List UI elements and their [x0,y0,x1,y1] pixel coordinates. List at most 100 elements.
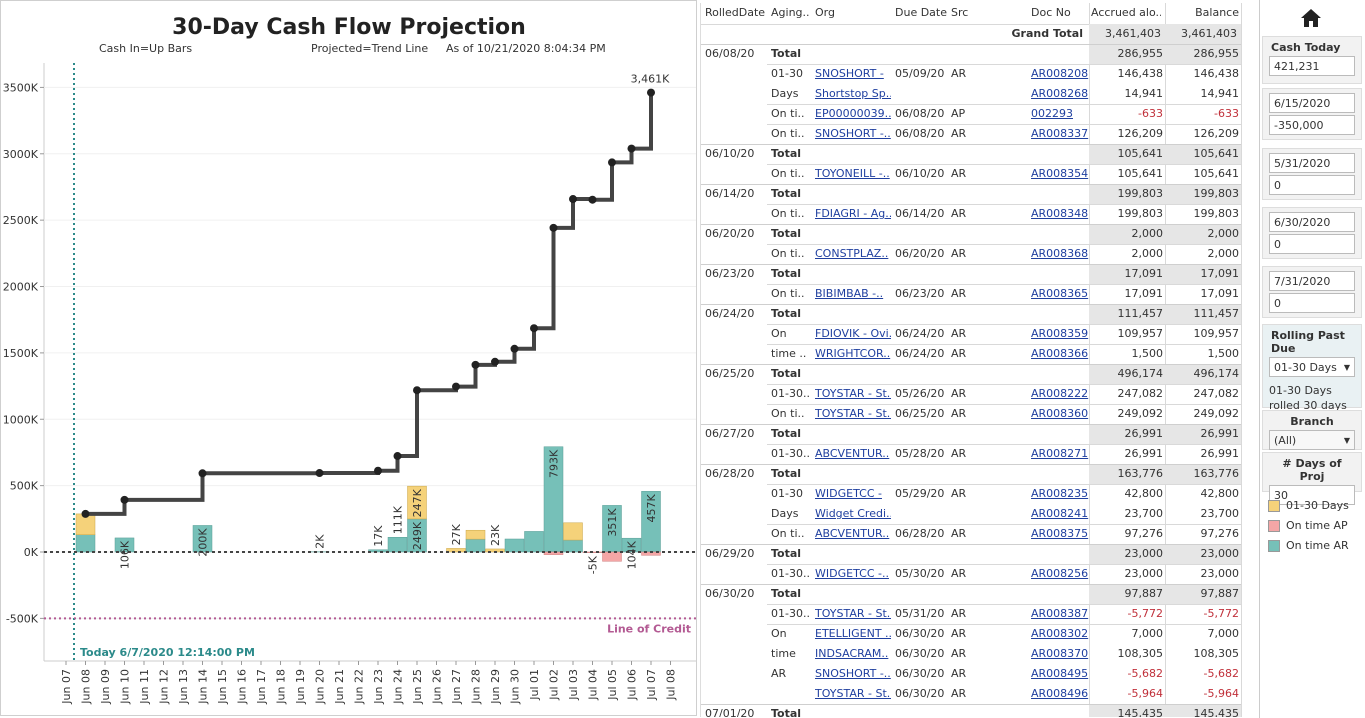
cell-doc[interactable]: AR008370 [1031,647,1089,660]
cell-aging: On ti.. [771,107,805,120]
cell-org[interactable]: ABCVENTUR.. [815,527,890,540]
cell-org[interactable]: FDIOVIK - Ovi.. [815,327,891,340]
cell-accrued: 17,091 [1124,267,1164,280]
column-header[interactable]: Accrued alo.. [1091,6,1161,19]
cell-doc[interactable]: AR008337 [1031,127,1089,140]
days-proj-label: # Days of Proj [1282,457,1342,483]
column-header[interactable]: Balance [1195,6,1239,19]
cell-org[interactable]: BIBIMBAB -.. [815,287,884,300]
cell-doc[interactable]: AR008366 [1031,347,1089,360]
adjustment-1-date[interactable]: 6/15/2020 [1269,93,1355,113]
cell-accrued: 26,991 [1124,427,1164,440]
rolling-past-due-select[interactable]: 01-30 Days ▼ [1269,357,1355,377]
cell-org[interactable]: WRIGHTCOR.. [815,347,891,360]
cell-org[interactable]: TOYONEILL -.. [815,167,890,180]
cell-doc[interactable]: AR008359 [1031,327,1089,340]
bar-value-label: 793K [548,449,561,478]
cell-balance: 2,000 [1207,247,1240,260]
row-divider [767,624,1241,625]
cell-balance: 163,776 [1193,467,1240,480]
cell-doc[interactable]: AR008222 [1031,387,1089,400]
cell-doc[interactable]: AR008235 [1031,487,1089,500]
header-divider [701,24,1241,25]
chart-panel: 30-Day Cash Flow Projection Cash In=Up B… [0,0,697,716]
cell-doc[interactable]: AR008375 [1031,527,1089,540]
adjustment-2-date[interactable]: 5/31/2020 [1269,153,1355,173]
cell-org[interactable]: WIDGETCC -.. [815,567,889,580]
cell-org[interactable]: SNOSHORT - [815,67,884,80]
cell-doc[interactable]: AR008365 [1031,287,1089,300]
cell-doc[interactable]: AR008256 [1031,567,1089,580]
bar-value-label: 2K [314,534,327,549]
cell-doc[interactable]: AR008387 [1031,607,1089,620]
total-row-bg [1089,44,1241,64]
cell-org[interactable]: ETELLIGENT .. [815,627,891,640]
adjustment-3-date[interactable]: 6/30/2020 [1269,212,1355,232]
column-header[interactable]: Org [815,6,835,19]
bar-on-time-ar [75,534,96,553]
adjustment-1-amount[interactable]: -350,000 [1269,115,1355,135]
column-header[interactable]: Src [951,6,969,19]
cash-today-input[interactable]: 421,231 [1269,56,1355,76]
cell-org[interactable]: TOYSTAR - St.. [815,687,891,700]
cell-doc[interactable]: AR008208 [1031,67,1089,80]
group-divider [701,424,1241,425]
column-header[interactable]: Aging.. [771,6,810,19]
cell-doc[interactable]: AR008368 [1031,247,1089,260]
cell-due: 06/24/20 [895,327,945,340]
cell-doc[interactable]: AR008241 [1031,507,1089,520]
legend-item-ap[interactable]: On time AP [1268,518,1348,534]
cell-aging: Total [771,47,802,60]
home-button[interactable] [1300,8,1324,30]
legend-item-past-due[interactable]: 01-30 Days [1268,498,1349,514]
cell-due: 06/28/20 [895,527,945,540]
cell-doc[interactable]: AR008271 [1031,447,1089,460]
cell-org[interactable]: INDSACRAM.. [815,647,889,660]
cell-src: AP [951,107,966,120]
column-header[interactable]: Doc No [1031,6,1071,19]
cell-doc[interactable]: AR008348 [1031,207,1089,220]
bar-on-time-ap [543,551,564,555]
days-proj-input[interactable]: 30 [1269,485,1355,505]
cell-org[interactable]: ABCVENTUR.. [815,447,890,460]
branch-value: (All) [1274,434,1297,447]
adjustment-2-amount[interactable]: 0 [1269,175,1355,195]
cell-doc[interactable]: AR008302 [1031,627,1089,640]
cell-accrued: 23,700 [1124,507,1164,520]
cell-doc[interactable]: AR008496 [1031,687,1089,700]
cell-doc[interactable]: AR008360 [1031,407,1089,420]
column-header[interactable]: Due Date [895,6,947,19]
cell-org[interactable]: TOYSTAR - St.. [815,387,891,400]
legend-item-ar[interactable]: On time AR [1268,538,1349,554]
cell-org[interactable]: Widget Credi.. [815,507,891,520]
adjustment-4-date[interactable]: 7/31/2020 [1269,271,1355,291]
cell-doc[interactable]: AR008268 [1031,87,1089,100]
cell-doc[interactable]: AR008495 [1031,667,1089,680]
cell-accrued: 199,803 [1117,207,1164,220]
cell-org[interactable]: TOYSTAR - St.. [815,607,891,620]
cell-org[interactable]: TOYSTAR - St.. [815,407,891,420]
cell-doc[interactable]: AR008354 [1031,167,1089,180]
column-header[interactable]: RolledDate [705,6,766,19]
cell-org[interactable]: SNOSHORT -.. [815,127,891,140]
adjustment-3-amount[interactable]: 0 [1269,234,1355,254]
cell-org[interactable]: EP00000039.. [815,107,891,120]
bar-value-label: 351K [606,508,619,537]
cell-org[interactable]: SNOSHORT -.. [815,667,891,680]
adjustment-4-amount[interactable]: 0 [1269,293,1355,313]
cell-doc[interactable]: 002293 [1031,107,1073,120]
cell-org[interactable]: FDIAGRI - Ag.. [815,207,891,220]
cell-balance: 2,000 [1207,227,1240,240]
cell-org[interactable]: Shortstop Sp.. [815,87,891,100]
adjustment-3-card: 6/30/2020 0 [1262,207,1362,259]
row-divider [767,564,1241,565]
cell-org[interactable]: CONSTPLAZ.. [815,247,889,260]
cell-aging: 01-30.. [771,447,810,460]
days-proj-card: # Days of Proj 30 [1262,452,1362,505]
cell-accrued: 23,000 [1124,547,1164,560]
legend-label: On time AP [1286,519,1348,532]
rolling-past-due-value: 01-30 Days [1274,361,1337,374]
rolling-past-due-label: Rolling Past Due [1271,329,1345,355]
branch-select[interactable]: (All) ▼ [1269,430,1355,450]
cell-org[interactable]: WIDGETCC - [815,487,882,500]
